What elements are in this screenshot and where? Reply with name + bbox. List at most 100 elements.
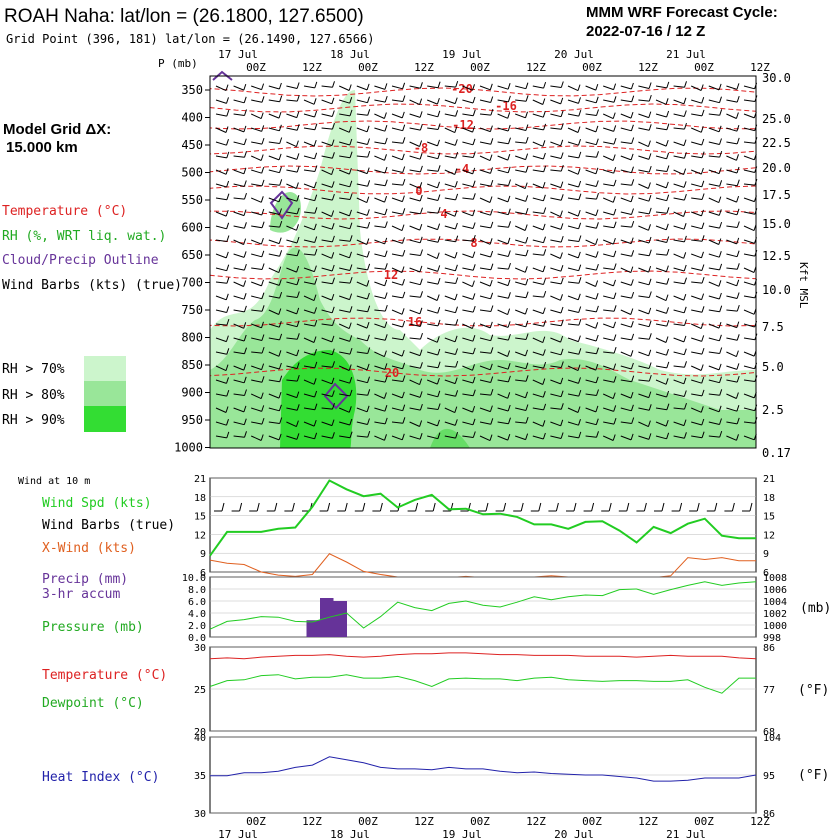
wind-barb xyxy=(620,391,634,399)
pressure-level-label: 400 xyxy=(181,111,203,125)
wind-barb xyxy=(233,251,247,258)
bottom-hour-label: 00Z xyxy=(694,815,714,828)
wind-barb xyxy=(444,264,458,272)
wind-barb xyxy=(515,249,529,257)
bottom-date-label: 20 Jul xyxy=(554,828,594,840)
wind-barb xyxy=(691,264,705,271)
wind-barb xyxy=(655,319,670,327)
wind-barb xyxy=(233,322,247,329)
wind-barb xyxy=(620,137,635,144)
wind-barb xyxy=(268,220,283,228)
wind-barb xyxy=(603,196,616,203)
wind-barb xyxy=(321,293,335,301)
wind-barb xyxy=(479,167,493,174)
wind-barb xyxy=(251,221,265,229)
wind-barb xyxy=(497,363,511,370)
top-hour-label: 00Z xyxy=(694,61,714,74)
wind-barb xyxy=(673,419,687,427)
wind-barb xyxy=(515,349,528,357)
wind-barb xyxy=(708,430,723,438)
precip-tick-right: 998 xyxy=(763,633,781,644)
wind-barb xyxy=(303,319,318,327)
wind-barb xyxy=(708,109,723,116)
wind-barb xyxy=(409,433,423,440)
top-hour-label: 12Z xyxy=(414,61,434,74)
wind-barb xyxy=(462,405,476,413)
wind-barb xyxy=(303,181,317,189)
wind-barb xyxy=(550,294,563,301)
wind-barb xyxy=(708,363,722,371)
wind-barb xyxy=(638,195,652,202)
wind-barb xyxy=(691,180,705,188)
wind-barb xyxy=(233,83,247,91)
precip-tick-right: 1002 xyxy=(763,609,787,620)
pressure-level-label: 750 xyxy=(181,303,203,317)
wind-barb xyxy=(550,97,564,105)
wind-barb xyxy=(426,252,440,260)
heat-index-tick: 35 xyxy=(194,771,206,782)
wind-barb xyxy=(673,264,687,272)
wind-barb xyxy=(708,347,723,354)
wind-barb xyxy=(321,335,335,343)
wind-barb xyxy=(726,154,739,161)
wind-barb xyxy=(286,349,300,357)
wind-barb xyxy=(444,222,458,230)
height-label: 20.0 xyxy=(762,161,791,175)
wind-barb xyxy=(479,238,493,245)
wind-barb xyxy=(268,124,282,132)
wind-barb xyxy=(374,292,388,299)
wind-barb xyxy=(655,294,669,302)
wind-barb xyxy=(462,418,476,426)
wind-barbs xyxy=(215,80,758,442)
wind-barb xyxy=(391,291,406,299)
wind-barb xyxy=(286,320,300,328)
wind-barb xyxy=(233,334,247,342)
wind-barb xyxy=(286,153,300,160)
wind-barb xyxy=(251,279,264,287)
wind-barb xyxy=(339,293,353,301)
wind-barb xyxy=(268,153,282,161)
wind-barb xyxy=(550,210,563,218)
wind-barb xyxy=(638,249,652,257)
wind-barb xyxy=(268,333,283,341)
wind-barb xyxy=(479,321,493,329)
wind-barb xyxy=(462,180,476,188)
wind-barb xyxy=(515,307,528,315)
wind-barb xyxy=(603,417,617,425)
wind-barb xyxy=(691,293,705,301)
wind-barb xyxy=(655,98,669,105)
wind-barb xyxy=(356,430,371,438)
legend-cloud: Cloud/Precip Outline xyxy=(2,253,159,268)
wind-barb xyxy=(374,334,388,341)
wind-barb xyxy=(427,194,441,201)
wind-barb xyxy=(462,322,475,329)
wind-barb xyxy=(409,165,423,173)
wind-barb xyxy=(726,166,740,174)
wind-panel xyxy=(209,477,757,573)
wind-barb xyxy=(567,306,582,313)
wind-barb xyxy=(374,263,388,270)
wind-tick: 15 xyxy=(194,512,206,523)
wind-barb xyxy=(726,405,740,412)
wind-barb xyxy=(427,319,441,327)
wind-barb xyxy=(655,336,669,343)
wind-barb xyxy=(515,124,529,131)
wind-barb xyxy=(497,195,511,203)
wind-barb xyxy=(444,193,459,201)
wind-barb xyxy=(673,252,687,259)
wind-barb xyxy=(620,321,634,328)
temp-contour-label: -4 xyxy=(455,162,469,176)
wind-barb xyxy=(356,180,371,187)
wind-barb xyxy=(462,96,476,104)
wind-barb xyxy=(286,278,300,286)
wind-barb xyxy=(339,235,353,242)
wind-barb xyxy=(638,82,652,89)
wind-barb xyxy=(409,332,423,340)
wind-barb xyxy=(374,125,388,132)
height-label: 17.5 xyxy=(762,188,791,202)
wind-barb xyxy=(532,432,546,440)
wind-barb xyxy=(567,126,581,133)
wind-barb xyxy=(303,278,318,285)
wind-barb xyxy=(585,363,599,371)
wind-barb xyxy=(339,109,353,117)
